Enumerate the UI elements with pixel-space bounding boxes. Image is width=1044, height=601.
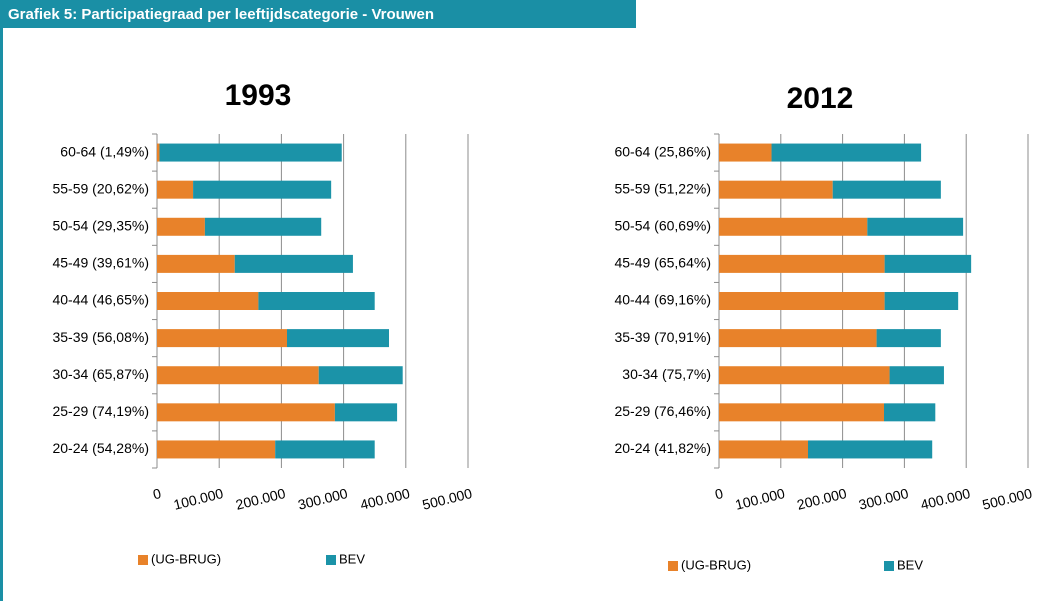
y-tick-label: 20-24 (54,28%) <box>52 440 149 456</box>
bar-segment <box>719 366 890 385</box>
y-tick-label: 20-24 (41,82%) <box>614 440 711 456</box>
bar-segment <box>157 217 205 236</box>
bar-segment <box>334 403 398 422</box>
x-tick-label: 300.000 <box>296 485 349 513</box>
bar-segment <box>157 403 335 422</box>
bar-segment <box>157 143 160 162</box>
y-tick-label: 35-39 (56,08%) <box>52 329 149 345</box>
x-tick-label: 200.000 <box>795 485 848 513</box>
y-tick-label: 45-49 (39,61%) <box>52 255 149 271</box>
x-tick-label: 400.000 <box>919 485 972 513</box>
x-tick-label: 500.000 <box>421 485 474 513</box>
bar-segment <box>889 366 944 385</box>
x-tick-label: 400.000 <box>358 485 411 513</box>
bar-segment <box>234 254 353 273</box>
bar-segment <box>258 292 375 310</box>
bar-segment <box>193 180 332 199</box>
bar-segment <box>884 292 959 310</box>
y-tick-label: 45-49 (65,64%) <box>614 255 711 271</box>
chart-title: 2012 <box>787 82 854 115</box>
legend-label: (UG-BRUG) <box>151 551 221 566</box>
y-tick-label: 35-39 (70,91%) <box>614 329 711 345</box>
bar-segment <box>157 254 235 273</box>
y-tick-label: 30-34 (65,87%) <box>52 366 149 382</box>
legend-label: (UG-BRUG) <box>681 557 751 572</box>
legend-swatch <box>668 561 678 571</box>
bar-segment <box>771 143 922 162</box>
bar-segment <box>157 180 194 199</box>
y-tick-label: 25-29 (76,46%) <box>614 403 711 419</box>
bar-segment <box>719 180 833 199</box>
y-tick-label: 30-34 (75,7%) <box>622 366 711 382</box>
y-tick-label: 55-59 (51,22%) <box>614 180 711 196</box>
y-tick-label: 55-59 (20,62%) <box>52 180 149 196</box>
bar-segment <box>719 254 885 273</box>
header-title: Grafiek 5: Participatiegraad per leeftij… <box>8 6 434 23</box>
bar-segment <box>159 143 342 162</box>
y-tick-label: 40-44 (46,65%) <box>52 292 149 308</box>
bar-segment <box>157 329 287 348</box>
y-tick-label: 60-64 (1,49%) <box>60 143 149 159</box>
y-tick-label: 40-44 (69,16%) <box>614 292 711 308</box>
bar-segment <box>204 217 322 236</box>
legend-swatch <box>138 555 148 565</box>
bar-segment <box>719 403 885 422</box>
x-tick-label: 100.000 <box>172 485 225 513</box>
y-tick-label: 50-54 (29,35%) <box>52 217 149 233</box>
bar-segment <box>318 366 403 385</box>
legend-label: BEV <box>339 551 365 566</box>
bar-segment <box>719 143 772 162</box>
bar-segment <box>884 254 972 273</box>
bar-segment <box>884 403 936 422</box>
bar-segment <box>867 217 964 236</box>
legend-swatch <box>884 561 894 571</box>
chart-title: 1993 <box>225 79 292 112</box>
left-border <box>0 0 3 601</box>
bar-segment <box>807 440 933 459</box>
bar-segment <box>157 440 276 459</box>
legend-label: BEV <box>897 557 923 572</box>
y-tick-label: 25-29 (74,19%) <box>52 403 149 419</box>
bar-segment <box>157 292 259 310</box>
y-tick-label: 50-54 (60,69%) <box>614 217 711 233</box>
x-tick-label: 100.000 <box>733 485 786 513</box>
bar-segment <box>832 180 941 199</box>
header-bar <box>0 0 636 28</box>
bar-segment <box>286 329 390 348</box>
x-tick-label: 0 <box>151 485 163 502</box>
bar-segment <box>157 366 319 385</box>
bar-segment <box>719 292 885 310</box>
x-tick-label: 0 <box>713 485 725 502</box>
x-tick-label: 300.000 <box>857 485 910 513</box>
x-tick-label: 200.000 <box>234 485 287 513</box>
y-tick-label: 60-64 (25,86%) <box>614 143 711 159</box>
bar-segment <box>719 217 868 236</box>
x-tick-label: 500.000 <box>981 485 1034 513</box>
bar-segment <box>275 440 375 459</box>
bar-segment <box>719 329 877 348</box>
legend-swatch <box>326 555 336 565</box>
bar-segment <box>719 440 808 459</box>
bar-segment <box>876 329 941 348</box>
